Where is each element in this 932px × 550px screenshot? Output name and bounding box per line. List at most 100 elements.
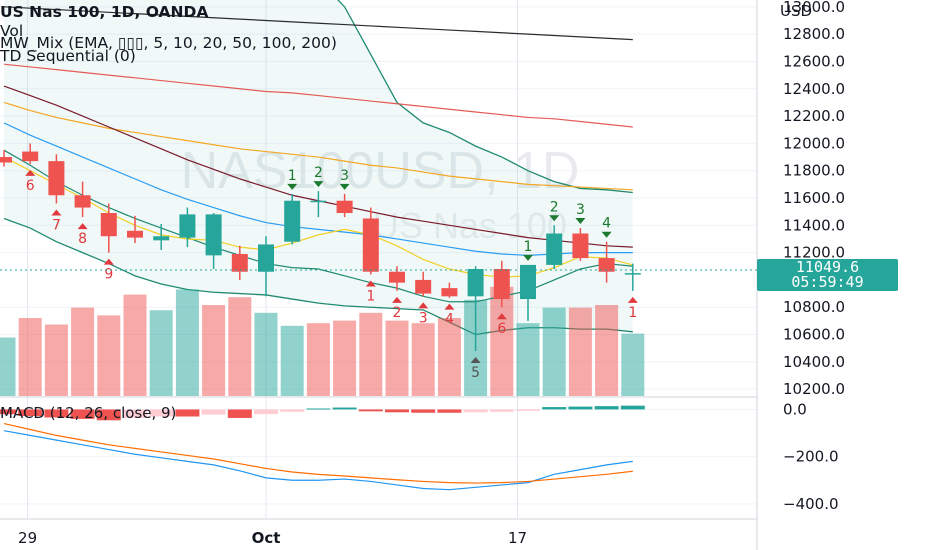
macd-histogram-bar xyxy=(123,409,147,418)
price-tick-label: 10400.0 xyxy=(783,353,845,371)
td-count-label: 5 xyxy=(471,365,480,381)
td-count-label: 3 xyxy=(576,202,585,218)
macd-histogram-bar xyxy=(594,406,619,410)
macd-histogram-bar xyxy=(0,409,16,415)
candle-body xyxy=(624,273,641,275)
volume-bar xyxy=(621,333,645,396)
td-count-label: 2 xyxy=(393,305,402,321)
volume-bar xyxy=(228,297,252,396)
candle-body xyxy=(284,200,301,242)
candles[interactable] xyxy=(0,143,641,351)
price-axis[interactable]: 13000.0 12800.0 12600.0 12400.0 12200.0 12000… xyxy=(783,0,845,513)
macd-histogram-bar xyxy=(254,409,278,415)
td-arrow-up xyxy=(392,296,402,303)
volume-bar xyxy=(202,305,226,396)
td-arrow-down xyxy=(601,231,612,238)
last-price-value: 11049.6 xyxy=(795,258,860,276)
price-tick-label: 11400.0 xyxy=(783,216,845,234)
td-count-label: 4 xyxy=(445,312,454,328)
macd-histogram-bar xyxy=(44,409,69,418)
td-count-label: 1 xyxy=(628,305,637,321)
bar-countdown: 05:59:49 xyxy=(791,273,864,291)
volume-bar xyxy=(175,289,199,396)
candle-body xyxy=(310,200,327,203)
candle-body xyxy=(205,214,222,256)
candle-body xyxy=(127,230,143,238)
td-arrow-down xyxy=(575,218,586,225)
candle-body xyxy=(74,195,91,208)
td-count-label: 1 xyxy=(288,168,297,184)
volume-bar xyxy=(516,323,540,396)
candle-body xyxy=(598,258,615,272)
price-tick-label: 12000.0 xyxy=(783,134,845,152)
candle-body xyxy=(48,161,65,196)
td-count-label: 2 xyxy=(314,165,323,181)
symbol-legend[interactable]: US Nas 100, 1D, OANDA xyxy=(0,3,208,21)
volume-bar xyxy=(280,325,304,396)
td-arrow-down xyxy=(339,183,350,190)
symbol-title: US Nas 100, 1D, OANDA xyxy=(0,3,209,21)
volume-bar xyxy=(123,294,147,396)
td-arrow-up xyxy=(51,209,62,216)
td-arrow-down xyxy=(287,183,298,190)
macd-histogram-bar xyxy=(516,409,540,411)
candle-body xyxy=(0,157,12,163)
time-axis[interactable]: 29 Oct 17 xyxy=(18,529,527,547)
candle-body xyxy=(336,200,353,214)
macd-line xyxy=(3,430,633,491)
candle-body xyxy=(572,233,589,259)
td-arrow-down xyxy=(549,215,560,222)
price-tick-label: 11800.0 xyxy=(783,162,845,180)
td-sequential-labels: 6 7 8 9 1 2 3 1 2 3 4 5 6 1 2 3 4 1 xyxy=(25,165,638,381)
volume-bar xyxy=(306,323,330,396)
macd-histogram-bar xyxy=(18,409,43,417)
td-count-label: 6 xyxy=(497,321,506,337)
price-tick-label: 10200.0 xyxy=(783,380,845,398)
td-arrow-up xyxy=(25,169,36,176)
price-tick-label: 12200.0 xyxy=(783,107,845,125)
td-count-label: 2 xyxy=(550,199,559,215)
td-count-label: 7 xyxy=(52,217,61,233)
macd-legend[interactable]: MACD (12, 26, close, 9) xyxy=(0,404,176,422)
time-tick-label: Oct xyxy=(252,529,281,547)
volume-bar xyxy=(0,337,16,396)
macd-histogram-bar xyxy=(201,409,226,415)
td-arrow-up xyxy=(496,313,507,320)
moving-average-line xyxy=(3,6,633,41)
candle-body xyxy=(546,233,563,265)
watermark-symbol: NAS100USD, 1D xyxy=(181,142,580,200)
macd-pane[interactable] xyxy=(0,400,757,518)
macd-tick-label: −400.0 xyxy=(783,495,839,513)
candle-body xyxy=(179,214,196,238)
price-axis-unit: USD xyxy=(780,2,813,20)
volume-bar xyxy=(568,307,592,396)
macd-series xyxy=(0,405,645,491)
price-tick-label: 12400.0 xyxy=(783,80,845,98)
td-arrow-down xyxy=(313,181,324,188)
price-tick-label: 11200.0 xyxy=(783,244,845,262)
macd-histogram-bar xyxy=(437,409,462,413)
td-legend-label: TD Sequential (0) xyxy=(0,47,136,65)
time-tick-label: 17 xyxy=(508,529,527,547)
candle-body xyxy=(493,269,510,300)
watermark-name: US Nas 100 xyxy=(373,205,567,246)
ma-legend-label: MW_Mix (EMA, ▯▯▯, 5, 10, 20, 50, 100, 20… xyxy=(0,34,337,52)
candle-body xyxy=(389,271,405,283)
candle-body xyxy=(231,253,248,272)
candle-body xyxy=(520,264,536,300)
macd-histogram-bar xyxy=(96,409,121,421)
volume-legend[interactable]: Vol xyxy=(0,22,23,40)
macd-histogram-bar xyxy=(149,409,174,417)
td-arrow-up xyxy=(627,296,638,303)
volume-bar xyxy=(97,315,121,396)
ma-legend[interactable]: MW_Mix (EMA, ▯▯▯, 5, 10, 20, 50, 100, 20… xyxy=(0,34,337,52)
volume-bar xyxy=(542,307,566,396)
td-count-label: 8 xyxy=(78,231,87,247)
time-tick-label: 29 xyxy=(18,529,37,547)
td-arrow-up xyxy=(103,258,114,265)
td-arrow-up xyxy=(444,303,455,310)
macd-histogram-bar xyxy=(358,409,383,412)
td-legend[interactable]: TD Sequential (0) xyxy=(0,47,136,65)
volume-bar xyxy=(18,318,42,396)
macd-histogram-bar xyxy=(489,409,514,412)
